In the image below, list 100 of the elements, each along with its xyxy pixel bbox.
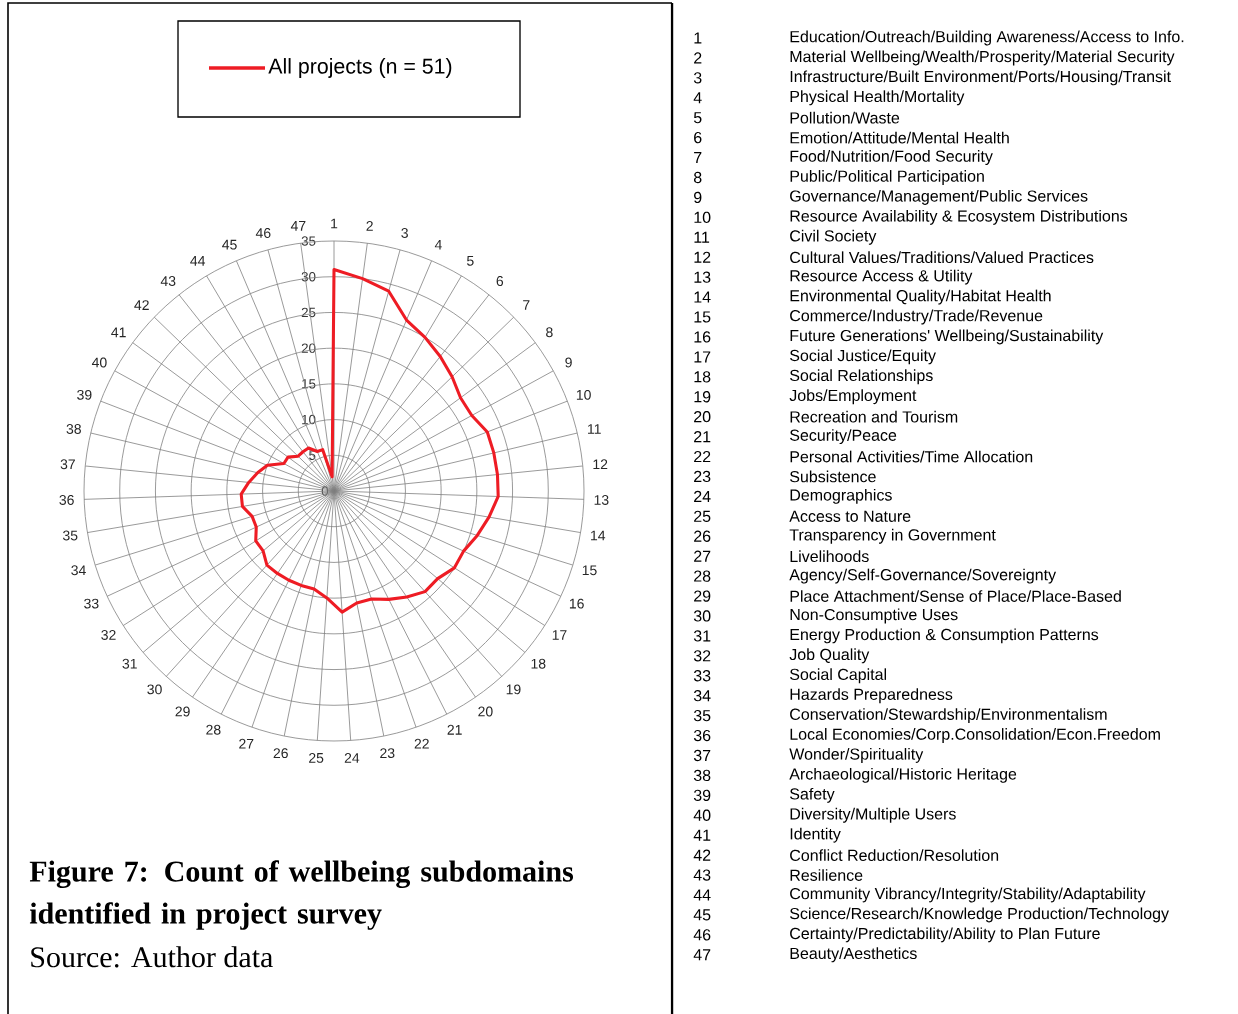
text: 44 [693,889,711,901]
text: 27 [694,550,711,562]
spoke-label: 35 [62,530,78,541]
text: 21 [694,431,711,443]
spoke-label: 28 [206,724,221,735]
text: 37 [693,749,711,762]
text: 3 [693,72,702,84]
spoke-label: 22 [414,738,429,749]
text: 12 [694,251,711,263]
text: Livelihoods [790,550,869,563]
spoke-label: 18 [531,658,546,669]
text: Public/Political Participation [790,170,984,185]
text: 17 [694,351,711,363]
text: 36 [693,729,711,742]
spoke-label: 33 [84,598,99,609]
text: Certainty/Predictability/Ability to Plan Future [790,927,1100,943]
text: 10 [694,211,711,224]
text: 40 [693,809,711,821]
spoke-label: 39 [77,389,92,400]
text: Science/Research/Knowledge Production/Technology [790,907,1169,923]
spoke-label: 29 [175,706,190,717]
text: 24 [694,490,711,502]
spoke-label: 26 [273,748,288,759]
text: 14 [694,291,711,303]
text: 28 [694,570,711,582]
spoke-label: 30 [147,684,162,695]
text: Place Attachment/Sense of Place/Place-Based [790,590,1121,602]
text: Cultural Values/Traditions/Valued Practices [790,251,1094,264]
spoke-label: 3 [401,228,408,238]
text: Transparency in Government [789,528,996,544]
text: 22 [694,450,711,463]
spoke-label: 44 [190,256,206,266]
spoke-label: 40 [91,357,107,368]
spoke-label: 42 [134,300,149,310]
text: Conservation/Stewardship/Environmentalism [790,708,1107,724]
text: 15 [694,311,711,323]
text: Physical Health/Mortality [790,90,965,106]
text: Personal Activities/Time Allocation [790,450,1033,463]
text: Emotion/Attitude/Mental Health [790,131,1009,144]
legend-label: All projects (n = 51) [268,58,452,78]
spoke-label: 12 [593,459,608,470]
spoke-label: 7 [523,300,530,310]
text: 31 [693,630,711,642]
text: 46 [693,929,711,941]
text: 20 [694,411,711,423]
text: Future Generations' Wellbeing/Sustainability [790,329,1104,345]
text: 33 [693,670,711,682]
text: Energy Production & Consumption Patterns [790,628,1099,644]
spoke-label: 16 [569,598,584,609]
y-tick-label: 15 [302,379,316,389]
text: Environmental Quality/Habitat Health [790,289,1051,305]
text: Local Economies/Corp.Consolidation/Econ.Freedom [790,728,1160,744]
text: 38 [693,769,711,782]
spoke-label: 13 [594,494,609,505]
spoke-label: 5 [467,255,474,266]
y-tick-label: 20 [301,343,316,353]
text: 13 [694,271,711,283]
text: Education/Outreach/Building Awareness/Access to Info. [790,30,1184,46]
text: 5 [693,112,702,124]
text: Figure 7: Count of wellbeing subdomains identified in project survey [29,860,574,930]
source-note: Source: Author data [31,946,273,968]
text: Diversity/Multiple Users [790,807,956,823]
text: 8 [693,171,702,184]
text: Food/Nutrition/Food Security [790,150,993,166]
y-tick-label: 10 [302,414,316,425]
spoke-label: 21 [447,724,462,735]
spoke-label: 20 [478,706,493,717]
spoke-label: 10 [576,389,591,400]
text: 19 [694,391,711,403]
text: 42 [693,849,711,861]
text: 39 [693,789,711,801]
text: Recreation and Tourism [790,410,958,423]
text: Beauty/Aesthetics [790,947,917,963]
spoke-label: 15 [582,565,597,576]
text: 29 [694,590,711,602]
text: 34 [693,690,711,702]
spoke-label: 23 [380,748,395,759]
text: 32 [693,650,711,662]
text: Security/Peace [790,429,897,445]
text: Infrastructure/Built Environment/Ports/Housing/Transit [790,70,1171,86]
text: Resource Access & Utility [790,269,973,285]
text: Conflict Reduction/Resolution [790,849,999,861]
text: 45 [693,909,711,921]
text: 11 [694,231,710,243]
text: 35 [693,709,711,722]
y-tick-label: 0 [321,486,329,496]
y-tick-label: 30 [301,271,316,282]
spoke-label: 34 [71,565,86,576]
spoke-label: 14 [591,530,606,541]
text: 1 [694,32,702,44]
text: Social Relationships [790,369,933,385]
spoke-label: 43 [160,276,176,287]
spoke-label: 31 [122,658,137,669]
text: 23 [694,470,711,483]
spoke-label: 4 [434,239,442,250]
spoke-label: 9 [565,357,572,368]
spoke-label: 36 [59,494,74,505]
text: 7 [694,152,702,164]
text: Non-Consumptive Uses [790,608,958,624]
text: Subsistence [790,470,876,483]
